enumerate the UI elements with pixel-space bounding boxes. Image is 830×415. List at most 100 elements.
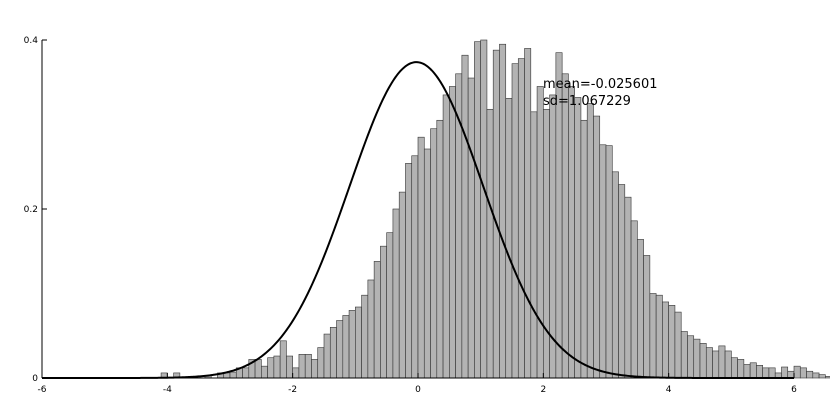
histogram-bar	[323, 333, 331, 379]
histogram-bar	[467, 77, 475, 379]
histogram-bar	[524, 48, 532, 379]
histogram-bar	[361, 294, 369, 379]
histogram-bar	[405, 163, 413, 379]
histogram-bar	[336, 320, 344, 379]
histogram-bar	[768, 367, 776, 379]
histogram-bar	[762, 367, 770, 379]
histogram-bar	[674, 311, 682, 379]
histogram-bar	[242, 367, 250, 379]
histogram-bar	[718, 345, 726, 379]
histogram-bar	[643, 255, 651, 379]
x-tick-label: 0	[415, 385, 421, 395]
histogram-bar	[806, 370, 814, 379]
histogram-bar	[543, 108, 550, 379]
histogram-bar	[411, 155, 419, 379]
y-tick-label: 0.2	[24, 205, 38, 215]
histogram-bar	[499, 43, 507, 379]
histogram-bar	[392, 208, 400, 379]
histogram-bar	[568, 86, 575, 379]
histogram-bar	[580, 119, 588, 379]
histogram-bar	[348, 310, 356, 379]
histogram-bar	[825, 376, 830, 379]
histogram-bar	[398, 191, 406, 379]
histogram-bar	[436, 119, 444, 379]
mean-annotation: mean=-0.025601	[543, 77, 657, 92]
histogram-bar	[267, 357, 275, 379]
histogram-bar	[611, 171, 619, 379]
histogram-bar	[367, 279, 375, 379]
histogram-bar	[781, 366, 789, 379]
histogram-bar	[355, 306, 362, 379]
histogram-bar	[517, 58, 525, 379]
histogram-bar	[662, 301, 669, 379]
y-tick-label: 0.4	[24, 36, 39, 46]
histogram-bar	[373, 261, 381, 379]
histogram-bar	[743, 364, 751, 379]
histogram-bar	[286, 355, 293, 379]
histogram-bar	[329, 326, 337, 379]
histogram-bar	[273, 355, 281, 379]
histogram-bar	[586, 103, 594, 379]
axes: -6 -4 -2 0 2 4 6 0 0.2 0.4	[24, 36, 797, 395]
histogram-bar	[693, 338, 701, 379]
histogram-bar	[637, 239, 644, 379]
histogram-bar	[486, 108, 494, 379]
y-tick-label: 0	[32, 374, 38, 384]
histogram-bar	[605, 145, 613, 379]
histogram-bar	[492, 49, 500, 379]
histogram-bar	[724, 350, 732, 379]
histogram-bar	[461, 54, 469, 379]
x-tick-label: -4	[163, 385, 172, 395]
histogram-bar	[298, 354, 306, 379]
histogram-bar	[712, 350, 720, 379]
histogram-bar	[304, 354, 312, 379]
histogram-bar	[799, 367, 807, 379]
histogram-bar	[511, 63, 519, 379]
sd-annotation: sd=1.067229	[543, 94, 631, 109]
histogram-bar	[380, 245, 387, 379]
histogram-bar	[699, 343, 707, 379]
histogram-bar	[417, 136, 425, 379]
x-tick-label: -6	[38, 385, 47, 395]
x-tick-label: 4	[666, 385, 672, 395]
histogram-bar	[449, 86, 456, 379]
x-tick-label: 2	[540, 385, 546, 395]
histogram-bar	[818, 374, 826, 379]
histogram-bar	[668, 305, 676, 379]
histogram-bar	[749, 362, 757, 379]
histogram-bar	[624, 196, 632, 379]
histogram-bar	[593, 115, 601, 379]
histogram-bar	[254, 359, 262, 379]
histogram-bar	[261, 365, 268, 379]
histogram-bar	[430, 128, 438, 379]
histogram-bar	[787, 370, 795, 379]
histogram-bar	[812, 372, 820, 379]
histogram-bar	[705, 347, 713, 379]
histogram-bar	[311, 359, 319, 379]
histogram-bar	[630, 220, 638, 379]
histogram-bar	[386, 232, 394, 379]
histogram-bar	[342, 315, 350, 379]
histogram-bar	[536, 86, 544, 379]
histogram-bar	[599, 144, 607, 379]
histogram-bar	[292, 367, 300, 379]
x-tick-label: -2	[288, 385, 297, 395]
histogram-bar	[680, 331, 688, 379]
histogram-bar	[574, 97, 582, 379]
histogram-bar	[649, 293, 657, 379]
histogram-bars	[160, 39, 830, 379]
histogram-bar	[442, 94, 450, 379]
histogram-bar	[655, 294, 663, 379]
histogram-bar	[423, 148, 431, 379]
histogram-bar	[731, 357, 738, 379]
histogram-bar	[793, 365, 801, 379]
histogram-bar	[756, 365, 763, 379]
x-tick-label: 6	[791, 385, 797, 395]
histogram-bar	[687, 335, 695, 379]
histogram-bar	[480, 39, 488, 379]
histogram-bar	[737, 359, 745, 379]
histogram-bar	[279, 340, 287, 379]
histogram-bar	[530, 111, 538, 379]
histogram-bar	[505, 98, 513, 379]
histogram-bar	[229, 371, 237, 379]
